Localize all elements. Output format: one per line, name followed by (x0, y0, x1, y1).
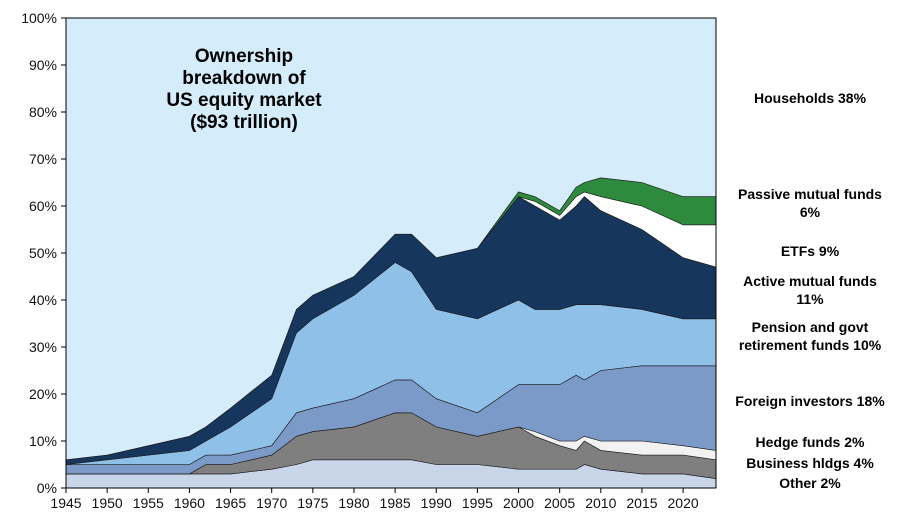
legend-label: Pension and govt retirement funds 10% (739, 319, 882, 353)
y-tick-label: 0% (37, 480, 57, 496)
y-tick-label: 80% (29, 104, 57, 120)
x-tick-label: 2010 (585, 495, 616, 511)
legend-label: ETFs 9% (781, 243, 840, 259)
chart-title-line: Ownership (195, 46, 293, 67)
x-tick-label: 1995 (462, 495, 493, 511)
y-tick-label: 40% (29, 292, 57, 308)
legend-label-line: 11% (796, 291, 824, 307)
legend-label: Households 38% (754, 90, 867, 106)
x-tick-label: 1985 (380, 495, 411, 511)
x-tick-label: 1975 (297, 495, 328, 511)
x-tick-label: 1950 (92, 495, 123, 511)
y-tick-label: 60% (29, 198, 57, 214)
legend-label-line: Business hldgs 4% (746, 455, 874, 471)
x-tick-label: 2020 (668, 495, 699, 511)
chart-title-line: ($93 trillion) (190, 112, 298, 133)
y-tick-label: 10% (29, 433, 57, 449)
y-tick-label: 100% (21, 10, 57, 26)
y-tick-label: 30% (29, 339, 57, 355)
legend-label-line: ETFs 9% (781, 243, 840, 259)
x-tick-label: 2015 (626, 495, 657, 511)
x-tick-label: 1955 (133, 495, 164, 511)
chart-title-line: US equity market (166, 90, 322, 111)
legend-label-line: Passive mutual funds (738, 186, 882, 202)
x-tick-label: 1980 (338, 495, 369, 511)
legend-label-line: retirement funds 10% (739, 337, 882, 353)
chart-title: Ownership breakdown of US equity market ($9… (166, 46, 322, 133)
chart-title-line: breakdown of (182, 68, 306, 89)
legend-label: Other 2% (779, 475, 841, 491)
x-axis: 1945 1950 1955 1960 1965 1970 1975 1980 1985 1990… (50, 488, 699, 511)
y-tick-label: 70% (29, 151, 57, 167)
legend-label-line: 6% (800, 204, 821, 220)
legend-labels: Households 38% Passive mutual funds 6% ETFs… (735, 90, 885, 491)
x-tick-label: 1965 (215, 495, 246, 511)
legend-label-line: Other 2% (779, 475, 841, 491)
legend-label-line: Pension and govt (752, 319, 869, 335)
x-tick-label: 1970 (256, 495, 287, 511)
legend-label: Business hldgs 4% (746, 455, 874, 471)
legend-label-line: Active mutual funds (743, 273, 877, 289)
x-tick-label: 2005 (544, 495, 575, 511)
legend-label: Foreign investors 18% (735, 393, 885, 409)
legend-label: Active mutual funds 11% (743, 273, 877, 307)
legend-label-line: Households 38% (754, 90, 867, 106)
y-axis: 0% 10% 20% 30% 40% 50% 60% 70% 80% 90% 100% (21, 10, 66, 496)
legend-label: Hedge funds 2% (756, 434, 865, 450)
x-tick-label: 1990 (421, 495, 452, 511)
legend-label-line: Foreign investors 18% (735, 393, 885, 409)
legend-label-line: Hedge funds 2% (756, 434, 865, 450)
y-tick-label: 50% (29, 245, 57, 261)
y-tick-label: 20% (29, 386, 57, 402)
x-tick-label: 1945 (50, 495, 81, 511)
stacked-areas (65, 17, 717, 489)
legend-label: Passive mutual funds 6% (738, 186, 882, 220)
x-tick-label: 1960 (174, 495, 205, 511)
x-tick-label: 2000 (503, 495, 534, 511)
y-tick-label: 90% (29, 57, 57, 73)
